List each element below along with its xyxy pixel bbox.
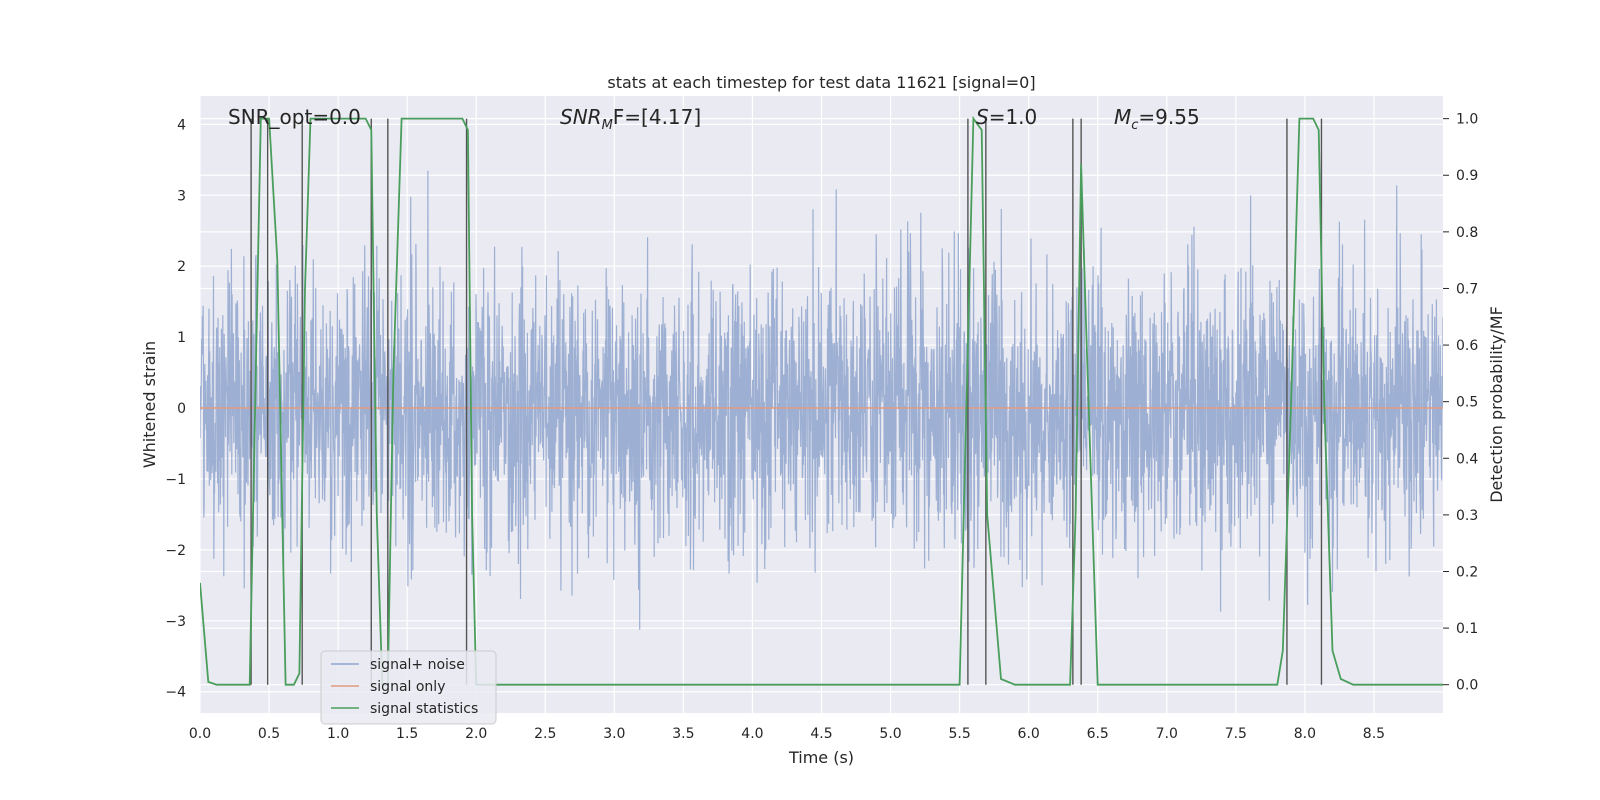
x-tick-label: 4.5 bbox=[810, 726, 832, 742]
x-axis-ticks: 0.0 0.5 1.0 1.5 2.0 2.5 3.0 3.5 4.0 4.5 5.0 5.5 6.0 6… bbox=[189, 726, 1385, 742]
y2-tick-label: 0.3 bbox=[1456, 508, 1478, 524]
y-axis-ticks: 4 3 2 1 0 −1 −2 −3 −4 bbox=[165, 117, 186, 700]
annotation-snr-mf: SNRMF=[4.17] bbox=[560, 105, 701, 133]
legend-label-signal-only: signal only bbox=[370, 679, 445, 695]
y-tick-label: 2 bbox=[177, 259, 186, 275]
y2-axis-ticks: 1.0 0.9 0.8 0.7 0.6 0.5 0.4 0.3 0.2 0.1 0.0 bbox=[1443, 112, 1478, 694]
y2-tick-label: 0.9 bbox=[1456, 168, 1478, 184]
y2-tick-label: 0.0 bbox=[1456, 678, 1478, 694]
y2-tick-label: 0.7 bbox=[1456, 281, 1478, 297]
y-tick-label: −4 bbox=[165, 685, 186, 701]
x-tick-label: 6.5 bbox=[1087, 726, 1109, 742]
x-tick-label: 0.5 bbox=[258, 726, 280, 742]
y2-tick-label: 1.0 bbox=[1456, 112, 1478, 128]
annotation-snr-opt: SNR_opt=0.0 bbox=[228, 105, 361, 129]
annotation-mc: Mc=9.55 bbox=[1114, 105, 1200, 133]
y-tick-label: 1 bbox=[177, 330, 186, 346]
x-tick-label: 2.0 bbox=[465, 726, 487, 742]
x-tick-label: 3.0 bbox=[603, 726, 625, 742]
y-tick-label: 3 bbox=[177, 188, 186, 204]
y-tick-label: −2 bbox=[165, 543, 186, 559]
y-tick-label: 0 bbox=[177, 401, 186, 417]
y2-tick-label: 0.2 bbox=[1456, 564, 1478, 580]
y2-tick-label: 0.1 bbox=[1456, 621, 1478, 637]
y2-tick-label: 0.8 bbox=[1456, 225, 1478, 241]
x-tick-label: 7.0 bbox=[1156, 726, 1178, 742]
x-tick-label: 4.0 bbox=[741, 726, 763, 742]
chart-title: stats at each timestep for test data 116… bbox=[607, 73, 1035, 92]
x-tick-label: 1.5 bbox=[396, 726, 418, 742]
y2-tick-label: 0.5 bbox=[1456, 395, 1478, 411]
x-tick-label: 5.0 bbox=[879, 726, 901, 742]
y-axis-label: Whitened strain bbox=[140, 341, 159, 468]
x-tick-label: 1.0 bbox=[327, 726, 349, 742]
y-tick-label: −3 bbox=[165, 614, 186, 630]
series-signal-statistics bbox=[200, 115, 1443, 686]
legend-label-signal-noise: signal+ noise bbox=[370, 657, 465, 673]
x-tick-label: 0.0 bbox=[189, 726, 211, 742]
x-tick-label: 6.0 bbox=[1018, 726, 1040, 742]
legend: signal+ noise signal only signal statist… bbox=[320, 650, 497, 725]
y2-axis-label: Detection probability/MF bbox=[1487, 306, 1506, 503]
annotation-s: S=1.0 bbox=[976, 105, 1037, 129]
x-tick-label: 2.5 bbox=[534, 726, 556, 742]
x-tick-label: 7.5 bbox=[1225, 726, 1247, 742]
x-tick-label: 8.5 bbox=[1363, 726, 1385, 742]
legend-box bbox=[320, 650, 497, 725]
x-tick-label: 3.5 bbox=[672, 726, 694, 742]
y-tick-label: 4 bbox=[177, 117, 186, 133]
x-axis-label: Time (s) bbox=[788, 748, 854, 767]
y2-tick-label: 0.6 bbox=[1456, 338, 1478, 354]
y-tick-label: −1 bbox=[165, 472, 186, 488]
x-tick-label: 8.0 bbox=[1294, 726, 1316, 742]
x-tick-label: 5.5 bbox=[948, 726, 970, 742]
legend-label-signal-statistics: signal statistics bbox=[370, 701, 478, 717]
y2-tick-label: 0.4 bbox=[1456, 451, 1478, 467]
series-signal-noise bbox=[200, 170, 1443, 630]
